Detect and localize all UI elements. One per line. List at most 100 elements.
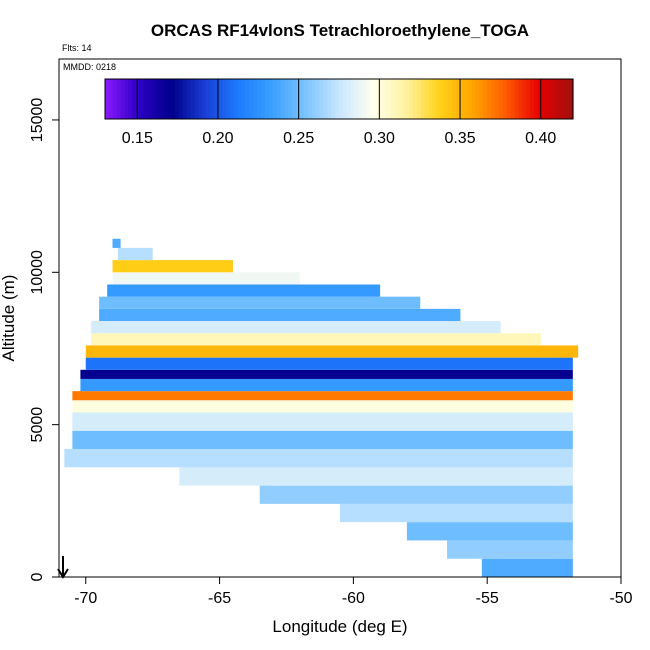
colorbar-segment <box>323 79 328 119</box>
chart-title: ORCAS RF14vlonS Tetrachloroethylene_TOGA <box>151 21 529 40</box>
colorbar-segment <box>358 79 363 119</box>
colorbar-segment <box>335 79 340 119</box>
colorbar-segment <box>502 79 508 119</box>
heatmap-band-13 <box>85 357 573 370</box>
colorbar-segment <box>151 79 157 119</box>
colorbar-segment <box>346 79 352 119</box>
colorbar-segment <box>261 79 266 119</box>
colorbar-segment <box>249 79 254 119</box>
heatmap-band-14 <box>85 345 579 358</box>
heatmap-band-9 <box>72 400 573 413</box>
colorbar-segment <box>132 79 137 119</box>
colorbar-segment <box>366 79 371 119</box>
colorbar-segment <box>128 79 133 119</box>
colorbar-segment <box>136 79 141 119</box>
colorbar-segment <box>303 79 309 119</box>
colorbar-segment <box>530 79 535 119</box>
colorbar-segment <box>175 79 180 119</box>
y-tick-label: 0 <box>29 572 46 581</box>
heatmap-band-12 <box>80 369 573 379</box>
colorbar-segment <box>140 79 145 119</box>
colorbar-segment <box>179 79 184 119</box>
colorbar-segment <box>534 79 539 119</box>
colorbar-segment <box>526 79 531 119</box>
colorbar-segment <box>307 79 313 119</box>
colorbar-segment <box>475 79 480 119</box>
heatmap-band-20 <box>112 272 300 285</box>
colorbar-segment <box>124 79 129 119</box>
colorbar-segment <box>237 79 243 119</box>
colorbar-segment <box>389 79 395 119</box>
colorbar-tick-label: 0.30 <box>364 130 395 147</box>
colorbar-segment <box>155 79 161 119</box>
colorbar-segment <box>163 79 168 119</box>
colorbar-segment <box>276 79 282 119</box>
colorbar-segment <box>561 79 566 119</box>
colorbar-segment <box>116 79 122 119</box>
heatmap-band-0 <box>481 558 573 577</box>
colorbar-segment <box>420 79 426 119</box>
colorbar-segment <box>444 79 449 119</box>
colorbar-tick-label: 0.25 <box>283 130 314 147</box>
colorbar-segment <box>354 79 360 119</box>
colorbar-segment <box>288 79 293 119</box>
colorbar-segment <box>147 79 153 119</box>
colorbar-segment <box>233 79 239 119</box>
heatmap-band-6 <box>64 449 573 468</box>
colorbar-segment <box>264 79 270 119</box>
heatmap-band-5 <box>179 467 573 486</box>
colorbar-segment <box>483 79 488 119</box>
heatmap-band-1 <box>447 540 573 559</box>
colorbar-segment <box>510 79 516 119</box>
colorbar-segment <box>292 79 297 119</box>
colorbar-segment <box>167 79 172 119</box>
colorbar-segment <box>105 79 110 119</box>
colorbar-segment <box>417 79 422 119</box>
heatmap-band-16 <box>91 321 501 334</box>
colorbar-segment <box>331 79 336 119</box>
colorbar-segment <box>374 79 379 119</box>
heatmap-layer <box>64 238 579 577</box>
colorbar-segment <box>206 79 211 119</box>
colorbar-segment <box>120 79 126 119</box>
heatmap-band-23 <box>112 238 121 248</box>
heatmap-band-4 <box>259 485 573 504</box>
colorbar-segment <box>300 79 305 119</box>
colorbar-segment <box>541 79 547 119</box>
x-tick-label: -65 <box>208 590 231 607</box>
heatmap-band-3 <box>340 503 573 523</box>
colorbar-segment <box>553 79 558 119</box>
colorbar-segment <box>409 79 414 119</box>
colorbar-segment <box>159 79 165 119</box>
colorbar-segment <box>557 79 562 119</box>
colorbar-segment <box>222 79 227 119</box>
colorbar-segment <box>190 79 196 119</box>
colorbar-segment <box>186 79 192 119</box>
colorbar-segment <box>549 79 555 119</box>
heatmap-band-18 <box>99 296 421 309</box>
heatmap-band-21 <box>112 260 233 273</box>
heatmap-band-15 <box>91 333 541 346</box>
colorbar-segment <box>479 79 484 119</box>
x-tick-label: -55 <box>476 590 499 607</box>
colorbar-segment <box>112 79 118 119</box>
colorbar-segment <box>225 79 231 119</box>
heatmap-band-7 <box>72 430 573 450</box>
colorbar-segment <box>311 79 317 119</box>
colorbar-segment <box>218 79 223 119</box>
colorbar-segment <box>452 79 457 119</box>
colorbar-segment <box>253 79 258 119</box>
colorbar-segment <box>393 79 399 119</box>
plot-frame <box>58 58 622 578</box>
heatmap-band-22 <box>117 247 153 261</box>
colorbar-segment <box>456 79 461 119</box>
x-axis: -70 -65 -60 -55 -50 <box>74 577 633 607</box>
colorbar-segment <box>339 79 344 119</box>
colorbar-segment <box>401 79 406 119</box>
colorbar-segment <box>569 79 574 119</box>
colorbar-segment <box>522 79 527 119</box>
colorbar-segment <box>471 79 477 119</box>
colorbar-tick-label: 0.15 <box>122 130 153 147</box>
colorbar-segment <box>202 79 207 119</box>
